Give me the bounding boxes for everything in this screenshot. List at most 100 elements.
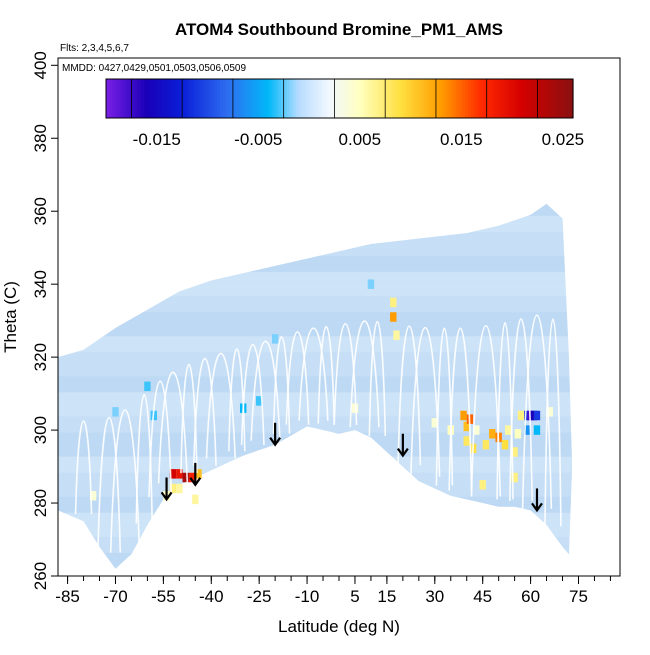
colorbar-segment <box>380 79 384 118</box>
x-tick-label: 15 <box>377 587 396 606</box>
colorbar-segment <box>450 79 454 118</box>
field-stripe <box>58 384 573 393</box>
trajectory-line <box>97 416 122 553</box>
colorbar-segment <box>546 79 551 118</box>
colorbar-tick-label: -0.005 <box>234 130 282 149</box>
flight-trajectories <box>74 314 562 553</box>
field-stripe <box>58 327 573 337</box>
field-stripe <box>58 392 573 401</box>
colorbar-segment <box>284 79 288 118</box>
colorbar-segment <box>441 79 446 118</box>
field-stripe <box>58 560 573 569</box>
colorbar-segment <box>143 79 148 118</box>
data-cell <box>530 410 537 421</box>
colorbar-segment <box>348 79 352 118</box>
colorbar-segment <box>371 79 376 118</box>
colorbar-segment <box>138 79 142 118</box>
field-stripe <box>58 215 573 224</box>
x-tick-label: 45 <box>473 587 492 606</box>
colorbar-segment <box>289 79 294 118</box>
colorbar-segment <box>234 79 238 118</box>
data-cell <box>482 439 490 450</box>
data-cell <box>188 472 196 483</box>
y-tick-label: 380 <box>31 124 50 152</box>
trajectory-line <box>448 327 473 491</box>
colorbar-segment <box>170 79 174 118</box>
colorbar-segment <box>415 79 419 118</box>
trajectory-line <box>250 340 281 441</box>
colorbar-segment <box>374 79 379 118</box>
colorbar-segment <box>392 79 396 118</box>
colorbar-segment <box>152 79 157 118</box>
colorbar-segment <box>108 79 113 118</box>
colorbar-segment <box>249 79 253 118</box>
x-tick-label: 30 <box>425 587 444 606</box>
colorbar-segment <box>479 79 484 118</box>
field-stripe <box>58 319 573 329</box>
colorbar-segment <box>164 79 168 118</box>
colorbar-segment <box>505 79 510 118</box>
colorbar-segment <box>266 79 271 118</box>
colorbar-segment <box>132 79 136 118</box>
colorbar-segment <box>409 79 414 118</box>
colorbar-segment <box>263 79 268 118</box>
y-tick-label: 340 <box>31 270 50 298</box>
mmdd-note: MMDD: 0427,0429,0501,0503,0506,0509 <box>62 63 246 74</box>
colorbar-segment <box>494 79 498 118</box>
data-cell <box>463 421 470 432</box>
data-cell <box>463 436 470 446</box>
colorbar-segment <box>310 79 314 118</box>
x-tick-label: -25 <box>247 587 272 606</box>
field-stripe <box>58 255 573 265</box>
colorbar-tick-label: 0.005 <box>339 130 382 149</box>
colorbar-segment <box>208 79 212 118</box>
field-stripe <box>58 207 573 216</box>
colorbar-segment <box>120 79 125 118</box>
colorbar-segment <box>190 79 195 118</box>
field-stripe <box>58 223 573 232</box>
colorbar-segment <box>292 79 297 118</box>
colorbar-segment <box>406 79 411 118</box>
colorbar-segment <box>111 79 116 118</box>
colorbar-segment <box>281 79 285 118</box>
colorbar-segment <box>149 79 154 118</box>
colorbar-segment <box>357 79 361 118</box>
data-cell <box>501 439 509 450</box>
field-stripe <box>58 368 573 377</box>
colorbar-segment <box>184 79 189 118</box>
colorbar-segment <box>216 79 221 118</box>
colorbar-segment <box>453 79 457 118</box>
data-cell <box>176 483 183 494</box>
colorbar-segment <box>400 79 405 118</box>
colorbar-segment <box>491 79 495 118</box>
colorbar-segment <box>502 79 507 118</box>
field-stripe <box>58 343 573 353</box>
colorbar-segment <box>196 79 200 118</box>
colorbar-segment <box>520 79 524 118</box>
field-stripe <box>58 480 573 489</box>
colorbar-segment <box>424 79 428 118</box>
field-stripe <box>58 376 573 385</box>
x-tick-label: -10 <box>295 587 320 606</box>
colorbar-segment <box>251 79 256 118</box>
trajectory-line <box>333 323 358 426</box>
data-cell <box>367 279 375 289</box>
field-stripe <box>58 464 573 473</box>
colorbar-segment <box>529 79 533 118</box>
data-cell <box>169 483 177 494</box>
colorbar-segment <box>219 79 224 118</box>
colorbar-segment <box>316 79 320 118</box>
field-stripe <box>58 271 573 281</box>
y-tick-label: 260 <box>31 562 50 590</box>
colorbar-segment <box>106 79 110 118</box>
colorbar-segment <box>523 79 527 118</box>
field-stripe <box>58 440 573 449</box>
field-stripe <box>58 239 573 248</box>
colorbar-segment <box>126 79 130 118</box>
colorbar-segment <box>500 79 504 118</box>
data-cell <box>176 469 183 479</box>
data-cell <box>255 396 263 406</box>
colorbar-segment <box>114 79 119 118</box>
trajectory-line <box>157 371 189 484</box>
data-cell <box>351 403 359 413</box>
